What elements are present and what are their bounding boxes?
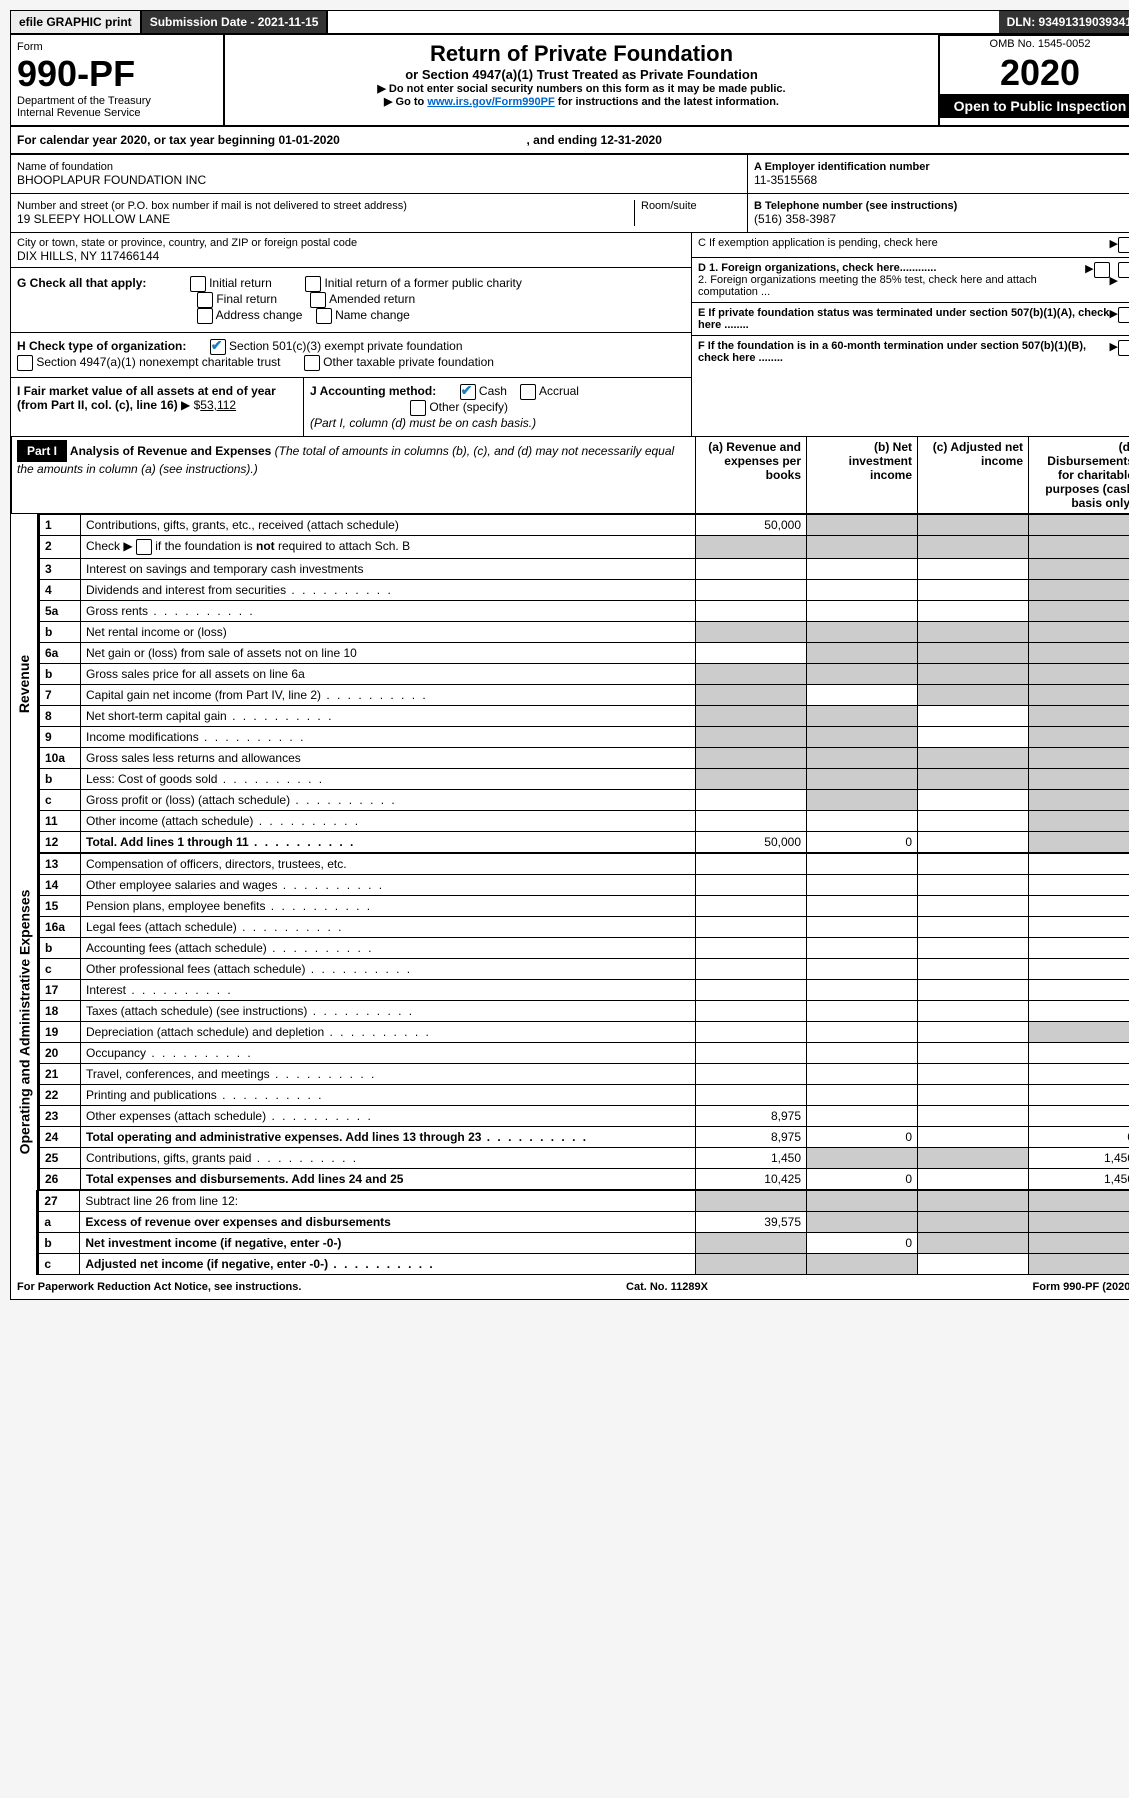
d1-label: D 1. Foreign organizations, check here..… (698, 262, 936, 274)
upper-info-section: City or town, state or province, country… (11, 233, 1129, 436)
city-label: City or town, state or province, country… (17, 237, 685, 249)
note-1: ▶ Do not enter social security numbers o… (231, 82, 932, 95)
col-a-header: (a) Revenue and expenses per books (696, 437, 807, 514)
page-footer: For Paperwork Reduction Act Notice, see … (11, 1275, 1129, 1299)
form-page: efile GRAPHIC print Submission Date - 20… (10, 10, 1129, 1300)
checkbox-sch-b[interactable] (136, 539, 152, 555)
checkbox-e[interactable] (1118, 307, 1129, 323)
omb-number: OMB No. 1545-0052 (940, 35, 1129, 52)
revenue-side-label: Revenue (16, 654, 32, 712)
efile-box: efile GRAPHIC print (11, 11, 142, 33)
section-h: H Check type of organization: Section 50… (11, 333, 691, 378)
checkbox-other-method[interactable] (410, 400, 426, 416)
submission-date-box: Submission Date - 2021-11-15 (142, 11, 329, 33)
expenses-side-label: Operating and Administrative Expenses (16, 889, 32, 1154)
col-d-header: (d) Disbursements for charitable purpose… (1029, 437, 1129, 514)
checkbox-initial-return[interactable] (190, 276, 206, 292)
checkbox-c[interactable] (1118, 237, 1129, 253)
name-ein-row: Name of foundation BHOOPLAPUR FOUNDATION… (11, 155, 1129, 194)
checkbox-final-return[interactable] (197, 292, 213, 308)
irs-label: Internal Revenue Service (17, 107, 217, 119)
section-g: G Check all that apply: Initial return I… (11, 268, 691, 333)
open-to-public: Open to Public Inspection (940, 94, 1129, 118)
checkbox-other-taxable[interactable] (304, 355, 320, 371)
footer-left: For Paperwork Reduction Act Notice, see … (17, 1281, 301, 1293)
col-b-header: (b) Net investment income (807, 437, 918, 514)
checkbox-name-change[interactable] (316, 308, 332, 324)
phone-value: (516) 358-3987 (754, 212, 1129, 226)
checkbox-address-change[interactable] (197, 308, 213, 324)
checkbox-d1[interactable] (1094, 262, 1110, 278)
room-label: Room/suite (641, 200, 741, 212)
form-subtitle: or Section 4947(a)(1) Trust Treated as P… (231, 67, 932, 82)
form-label: Form (17, 41, 217, 53)
revenue-section: Revenue 1Contributions, gifts, grants, e… (11, 514, 1129, 853)
fmv-value: 53,112 (200, 398, 236, 412)
section-i: I Fair market value of all assets at end… (11, 378, 304, 436)
note-2: ▶ Go to www.irs.gov/Form990PF for instru… (231, 95, 932, 108)
checkbox-accrual[interactable] (520, 384, 536, 400)
checkbox-cash[interactable] (460, 384, 476, 400)
phone-label: B Telephone number (see instructions) (754, 200, 1129, 212)
col-c-header: (c) Adjusted net income (918, 437, 1029, 514)
ein-label: A Employer identification number (754, 161, 1129, 173)
e-label: E If private foundation status was termi… (698, 307, 1110, 331)
form-number: 990-PF (17, 53, 217, 95)
c-label: C If exemption application is pending, c… (698, 237, 1110, 253)
city-value: DIX HILLS, NY 117466144 (17, 249, 685, 263)
foundation-name: BHOOPLAPUR FOUNDATION INC (17, 173, 741, 187)
ein-value: 11-3515568 (754, 173, 1129, 187)
tax-year: 2020 (940, 52, 1129, 94)
checkbox-4947[interactable] (17, 355, 33, 371)
checkbox-initial-public[interactable] (305, 276, 321, 292)
form-header: Form 990-PF Department of the Treasury I… (11, 35, 1129, 127)
top-bar: efile GRAPHIC print Submission Date - 20… (11, 11, 1129, 35)
checkbox-amended[interactable] (310, 292, 326, 308)
dept-label: Department of the Treasury (17, 95, 217, 107)
address-label: Number and street (or P.O. box number if… (17, 200, 634, 212)
calendar-year-line: For calendar year 2020, or tax year begi… (11, 127, 1129, 155)
address-phone-row: Number and street (or P.O. box number if… (11, 194, 1129, 233)
section-j: J Accounting method: Cash Accrual Other … (304, 378, 691, 436)
part1-table: Part I Analysis of Revenue and Expenses … (11, 436, 1129, 514)
expenses-section: Operating and Administrative Expenses 13… (11, 853, 1129, 1190)
part1-label: Part I (17, 440, 67, 462)
checkbox-d2[interactable] (1118, 262, 1129, 278)
footer-right: Form 990-PF (2020) (1033, 1281, 1129, 1293)
address-value: 19 SLEEPY HOLLOW LANE (17, 212, 634, 226)
f-label: F If the foundation is in a 60-month ter… (698, 340, 1110, 364)
form-link[interactable]: www.irs.gov/Form990PF (427, 96, 554, 108)
checkbox-501c3[interactable] (210, 339, 226, 355)
name-label: Name of foundation (17, 161, 741, 173)
d2-label: 2. Foreign organizations meeting the 85%… (698, 274, 1037, 298)
line27-section: 27Subtract line 26 from line 12: aExcess… (11, 1190, 1129, 1275)
form-title: Return of Private Foundation (231, 41, 932, 67)
footer-mid: Cat. No. 11289X (626, 1281, 708, 1293)
checkbox-f[interactable] (1118, 340, 1129, 356)
dln-box: DLN: 93491319039341 (999, 11, 1129, 33)
